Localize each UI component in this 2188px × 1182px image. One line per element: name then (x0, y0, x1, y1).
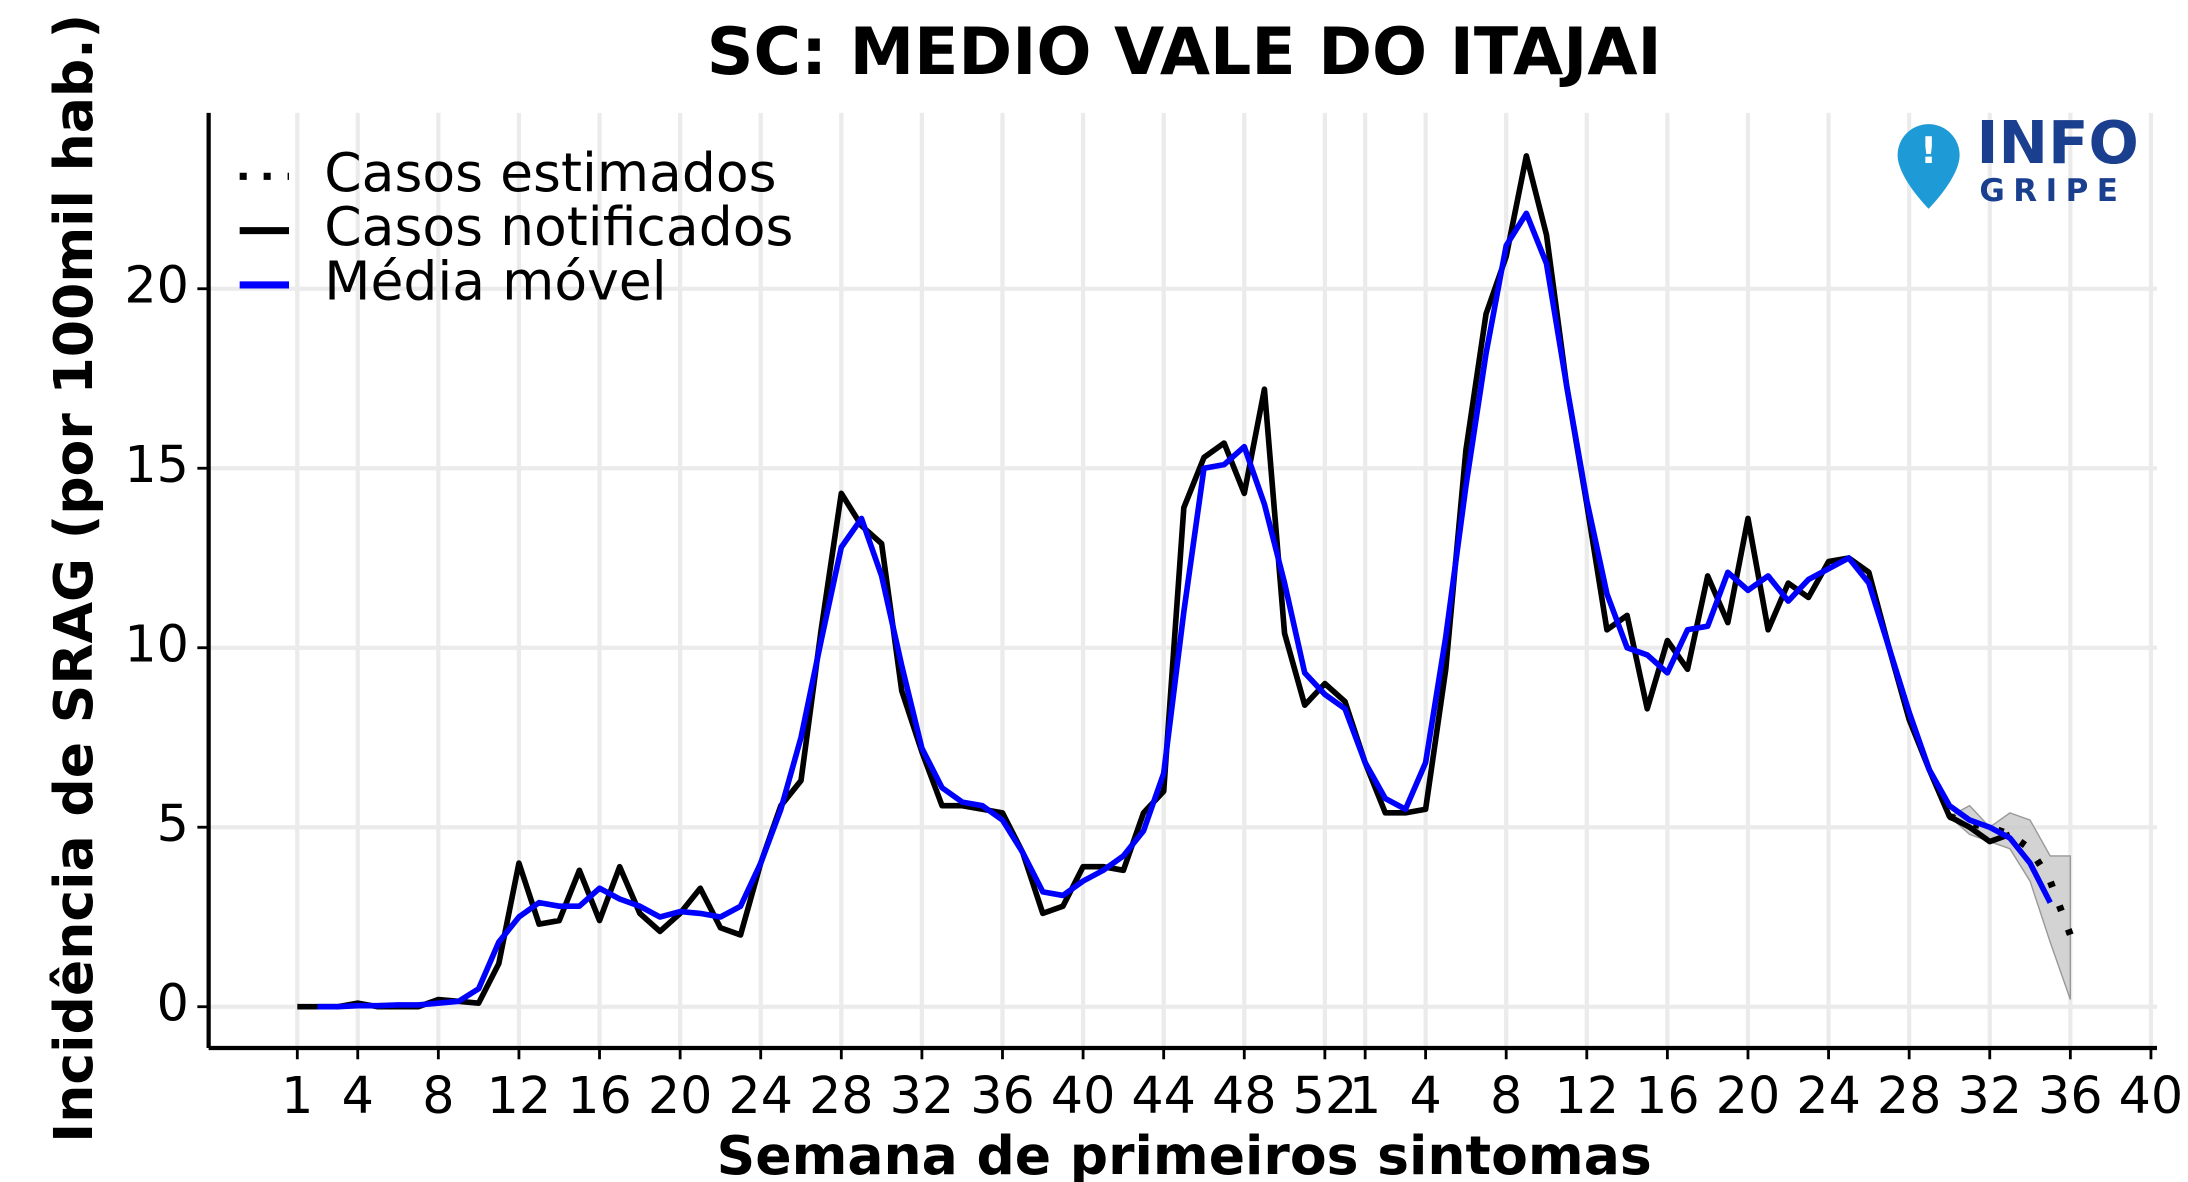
x-tick-label: 32 (890, 1066, 955, 1125)
chart-title: SC: MEDIO VALE DO ITAJAI (707, 15, 1662, 90)
x-tick-label: 28 (1877, 1066, 1942, 1125)
y-tick-label: 0 (157, 974, 189, 1033)
x-tick-label: 32 (1957, 1066, 2022, 1125)
y-tick-label: 15 (124, 435, 189, 494)
logo-text: GRIPE (1979, 173, 2126, 209)
x-tick-label: 12 (487, 1066, 552, 1125)
series-line (317, 210, 2053, 1010)
logo: ! INFO GRIPE (1897, 108, 2139, 209)
y-tick-label: 10 (124, 615, 189, 674)
legend-label: Média móvel (324, 250, 666, 313)
y-tick-label: 5 (157, 794, 189, 853)
y-axis-label: Incidência de SRAG (por 100mil hab.) (42, 14, 105, 1143)
x-tick-label: 12 (1555, 1066, 1620, 1125)
x-tick-label: 40 (2119, 1066, 2184, 1125)
logo-mark: ! (1920, 129, 1937, 172)
x-tick-label: 8 (1490, 1066, 1522, 1125)
logo-pin (1897, 124, 1960, 209)
x-tick-label: 20 (648, 1066, 713, 1125)
x-tick-label: 8 (422, 1066, 454, 1125)
legend-label: Casos estimados (324, 141, 776, 204)
x-tick-label: 52 (1293, 1066, 1358, 1125)
x-axis-label: Semana de primeiros sintomas (717, 1124, 1652, 1182)
x-tick-label: 36 (2038, 1066, 2103, 1125)
x-tick-label: 1 (281, 1066, 313, 1125)
x-tick-label: 24 (728, 1066, 793, 1125)
x-tick-label: 4 (342, 1066, 374, 1125)
x-tick-label: 1 (1349, 1066, 1381, 1125)
legend-label: Casos notificados (324, 195, 793, 258)
x-tick-label: 16 (1635, 1066, 1700, 1125)
x-tick-label: 36 (970, 1066, 1035, 1125)
x-tick-label: 24 (1796, 1066, 1861, 1125)
x-tick-label: 16 (567, 1066, 632, 1125)
logo-text: INFO (1977, 108, 2139, 177)
x-tick-label: 28 (809, 1066, 874, 1125)
x-tick-label: 44 (1131, 1066, 1196, 1125)
x-tick-label: 40 (1051, 1066, 1116, 1125)
x-tick-label: 4 (1409, 1066, 1441, 1125)
x-tick-label: 20 (1716, 1066, 1781, 1125)
x-tick-label: 48 (1212, 1066, 1277, 1125)
y-tick-label: 20 (124, 256, 189, 315)
